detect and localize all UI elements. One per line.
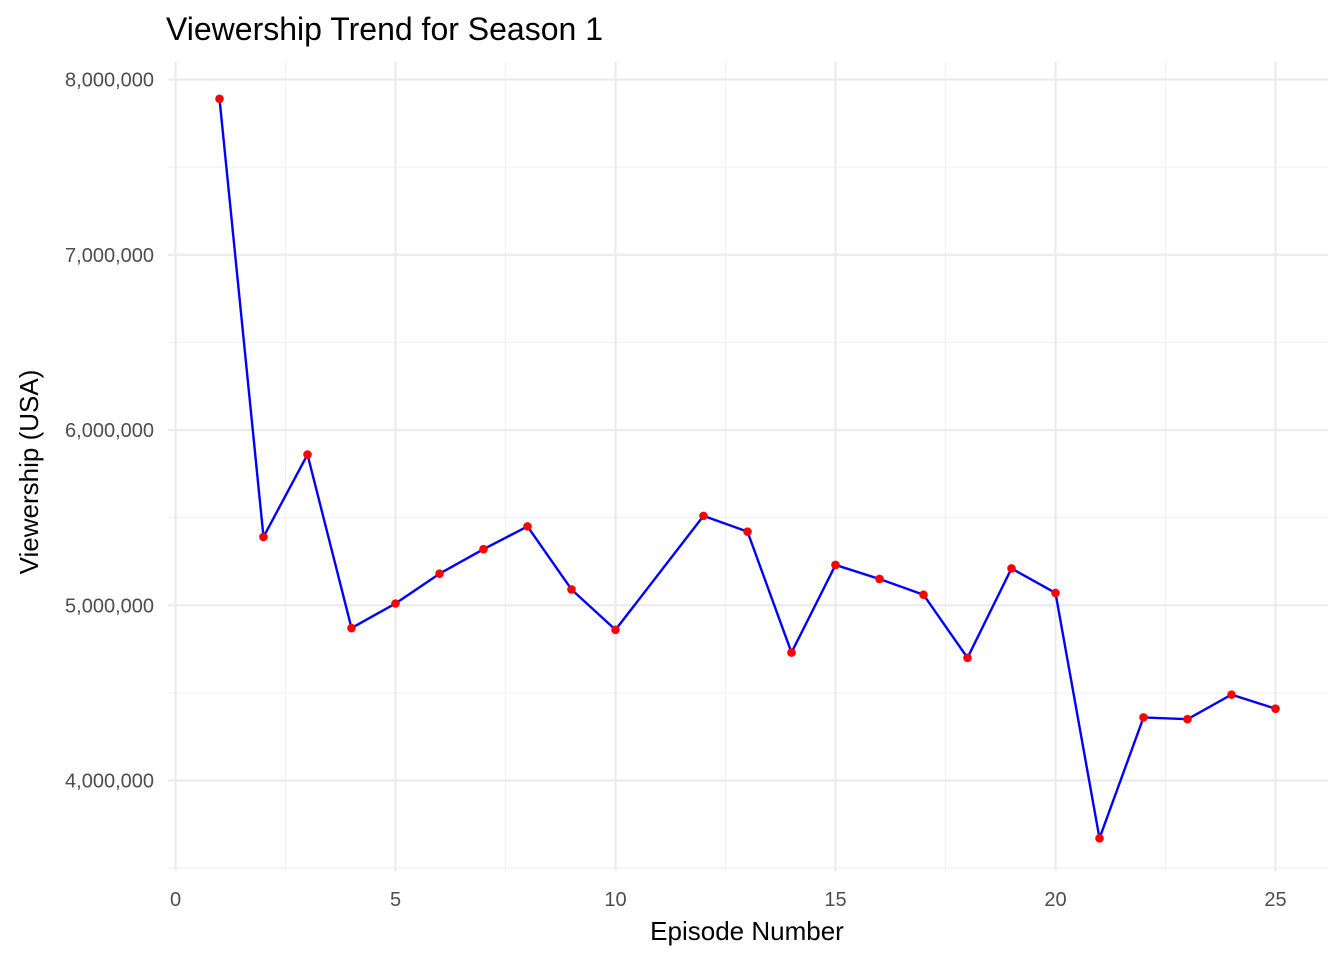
y-tick-label: 7,000,000 xyxy=(65,245,154,267)
data-point xyxy=(1007,564,1016,573)
data-point xyxy=(347,623,356,633)
data-point xyxy=(479,544,488,554)
data-point xyxy=(1271,704,1280,713)
x-axis-tick-labels: 0 5 10 15 20 25 xyxy=(170,889,1287,911)
x-tick-label: 0 xyxy=(170,889,181,911)
data-point xyxy=(259,532,268,542)
y-tick-label: 6,000,000 xyxy=(65,420,154,442)
data-point xyxy=(391,599,400,608)
minor-gridlines xyxy=(168,62,1328,871)
x-tick-label: 5 xyxy=(390,889,401,911)
data-point xyxy=(303,450,312,459)
y-tick-label: 5,000,000 xyxy=(65,595,154,617)
y-axis-tick-labels: 4,000,000 5,000,000 6,000,000 7,000,000 8,00… xyxy=(65,70,154,793)
data-point xyxy=(963,653,972,663)
data-point xyxy=(611,625,620,635)
series-line xyxy=(218,97,1277,840)
data-point xyxy=(1139,713,1148,722)
x-tick-label: 10 xyxy=(604,889,626,911)
data-point xyxy=(567,585,576,594)
data-point xyxy=(875,574,884,584)
y-tick-label: 8,000,000 xyxy=(65,70,154,92)
data-point xyxy=(523,522,532,531)
x-tick-label: 25 xyxy=(1264,889,1286,911)
chart-title: Viewership Trend for Season 1 xyxy=(166,11,603,47)
data-point xyxy=(787,648,796,657)
data-point xyxy=(215,94,224,104)
y-tick-label: 4,000,000 xyxy=(65,771,154,793)
data-point xyxy=(1095,834,1104,843)
x-tick-label: 20 xyxy=(1044,889,1066,911)
y-axis-title: Viewership (USA) xyxy=(14,370,44,575)
data-point xyxy=(919,590,928,600)
x-axis-title: Episode Number xyxy=(650,916,844,946)
data-point xyxy=(1227,690,1236,699)
data-point xyxy=(699,511,708,521)
series-lines xyxy=(218,97,1277,840)
data-point xyxy=(1183,714,1192,724)
data-point xyxy=(743,527,752,536)
data-point xyxy=(1051,588,1060,598)
series-points xyxy=(215,94,1280,843)
data-point xyxy=(831,560,840,570)
x-tick-label: 15 xyxy=(824,889,846,911)
major-gridlines xyxy=(168,62,1328,871)
data-point xyxy=(435,569,444,579)
